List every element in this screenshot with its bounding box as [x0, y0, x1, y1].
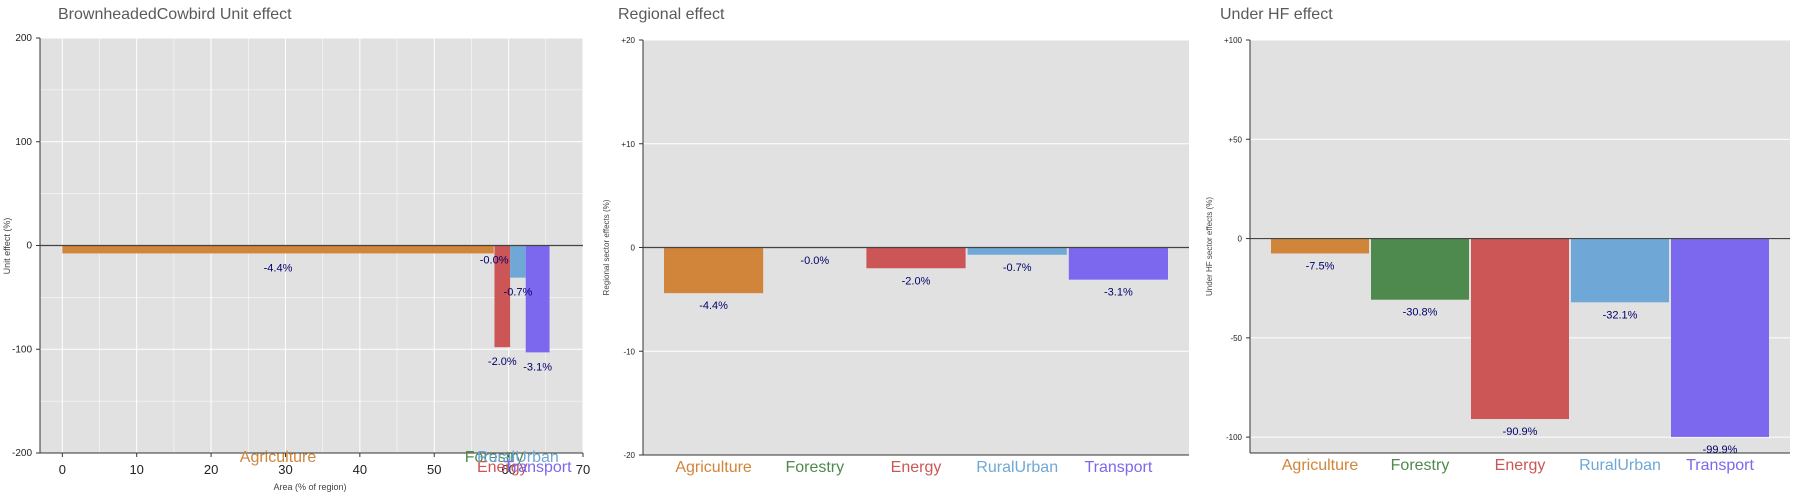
y-tick-label: +20	[621, 36, 635, 45]
x-tick-label: 20	[204, 462, 218, 477]
y-tick-label: -200	[12, 448, 32, 459]
bar-transport	[1671, 238, 1769, 437]
x-tick-label: 70	[576, 462, 590, 477]
value-label-ruralurban: -0.7%	[1003, 262, 1032, 274]
value-label-transport: -3.1%	[1104, 287, 1133, 299]
value-label-agriculture: -4.4%	[699, 300, 728, 312]
unit-effect-title: BrownheadedCowbird Unit effect	[58, 6, 292, 23]
y-tick-label: -20	[623, 451, 635, 460]
category-label-agriculture: Agriculture	[240, 449, 317, 466]
under-hf-title: Under HF effect	[1220, 6, 1333, 23]
bar-agriculture	[1271, 238, 1369, 254]
value-label-energy: -2.0%	[902, 275, 931, 287]
value-label-ruralurban: -0.7%	[504, 287, 533, 299]
y-tick-label: 0	[26, 241, 32, 252]
category-label-forestry: Forestry	[785, 459, 844, 476]
category-label-transport: Transport	[504, 459, 572, 476]
category-label-energy: Energy	[891, 459, 942, 476]
category-label-energy: Energy	[477, 459, 528, 476]
y-axis-title: Unit effect (%)	[2, 218, 12, 275]
value-label-transport: -3.1%	[523, 361, 552, 373]
y-tick-label: -50	[1230, 334, 1242, 343]
bar-ruralurban	[1571, 238, 1669, 303]
y-tick-label: 0	[1238, 235, 1243, 244]
y-tick-label: +50	[1228, 135, 1242, 144]
value-label-ruralurban: -32.1%	[1603, 309, 1638, 321]
x-tick-label: 40	[353, 462, 367, 477]
bar-energy	[866, 247, 966, 269]
bar-agriculture	[664, 247, 764, 294]
value-label-forestry: -30.8%	[1403, 307, 1438, 319]
value-label-transport: -99.9%	[1703, 444, 1738, 456]
y-tick-label: -100	[1226, 433, 1243, 442]
bar-energy	[1471, 238, 1569, 420]
y-tick-label: 0	[631, 244, 636, 253]
x-tick-label: 10	[129, 462, 143, 477]
category-label-ruralurban: RuralUrban	[976, 459, 1058, 476]
y-tick-label: 100	[15, 137, 32, 148]
y-tick-label: -100	[12, 344, 32, 355]
category-label-forestry: Forestry	[1391, 457, 1450, 474]
bar-ruralurban	[967, 247, 1067, 255]
x-axis-title: Area (% of region)	[273, 482, 346, 492]
category-label-transport: Transport	[1084, 459, 1152, 476]
bar-agriculture	[62, 245, 494, 254]
bar-transport	[525, 245, 550, 353]
y-tick-label: -10	[623, 347, 635, 356]
category-label-agriculture: Agriculture	[675, 459, 752, 476]
category-label-ruralurban: RuralUrban	[477, 449, 559, 466]
category-label-forestry: Forestry	[465, 449, 524, 466]
bar-transport	[1068, 247, 1168, 280]
y-tick-label: 200	[15, 33, 32, 44]
value-label-energy: -2.0%	[488, 356, 517, 368]
x-tick-label: 0	[59, 462, 66, 477]
category-label-ruralurban: RuralUrban	[1579, 457, 1661, 474]
y-tick-label: +100	[1224, 36, 1243, 45]
bar-forestry	[1371, 238, 1469, 300]
value-label-energy: -90.9%	[1503, 426, 1538, 438]
bar-ruralurban	[510, 245, 526, 278]
category-label-agriculture: Agriculture	[1282, 457, 1359, 474]
x-tick-label: 50	[427, 462, 441, 477]
value-label-agriculture: -4.4%	[264, 262, 293, 274]
y-tick-label: +10	[621, 140, 635, 149]
value-label-forestry: -0.0%	[480, 255, 509, 267]
x-tick-label: 60	[501, 462, 515, 477]
value-label-forestry: -0.0%	[800, 255, 829, 267]
category-label-transport: Transport	[1686, 457, 1754, 474]
value-label-agriculture: -7.5%	[1306, 260, 1335, 272]
bar-energy	[494, 245, 511, 348]
x-tick-label: 30	[278, 462, 292, 477]
y-axis-title: Regional sector effects (%)	[602, 199, 611, 295]
category-label-energy: Energy	[1495, 457, 1546, 474]
y-axis-title: Under HF sector effects (%)	[1205, 197, 1214, 296]
regional-title: Regional effect	[618, 6, 725, 23]
